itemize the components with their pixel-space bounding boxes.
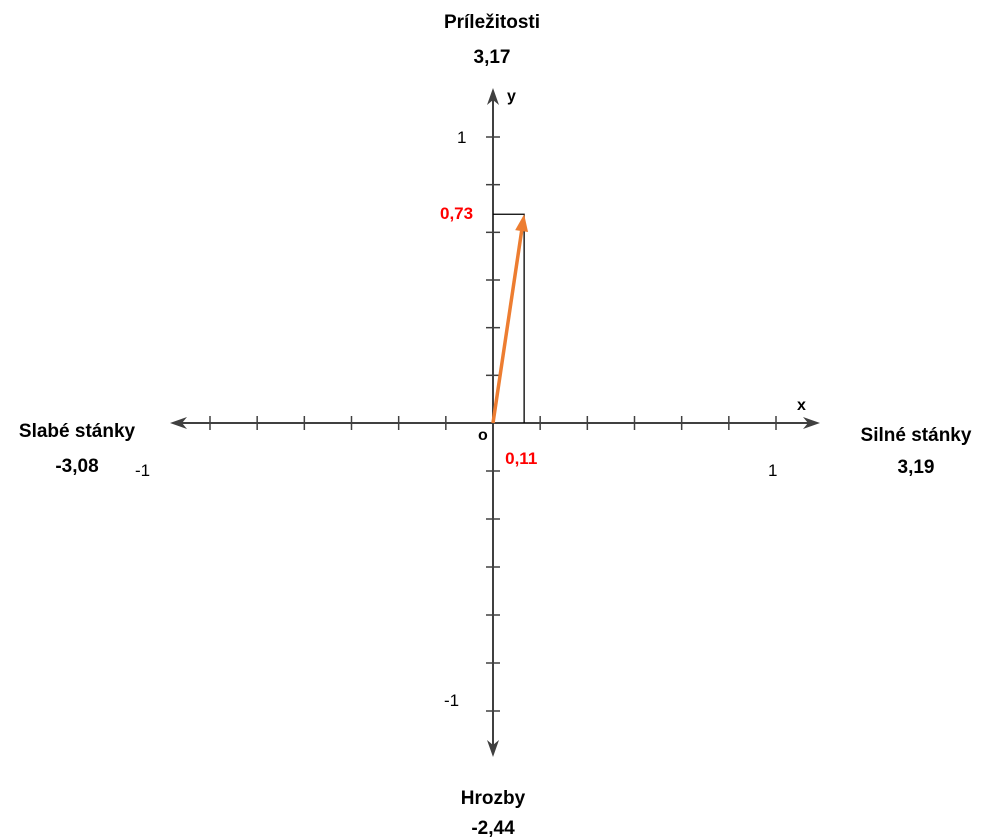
axis-ticks xyxy=(209,136,777,712)
vector-y-value-label: 0,73 xyxy=(440,204,473,223)
x-tick-label: -1 xyxy=(135,461,150,480)
threats-value: -2,44 xyxy=(471,818,515,839)
vector-line xyxy=(491,227,524,424)
axes xyxy=(170,88,820,757)
quadrant-labels: Príležitosti 3,17 Silné stánky 3,19 Slab… xyxy=(19,12,972,839)
x-axis-arrow-right xyxy=(803,417,820,429)
result-vector: 0,11 0,73 xyxy=(440,204,537,468)
y-axis-name: y xyxy=(507,88,516,105)
strengths-value: 3,19 xyxy=(898,457,935,478)
axis-tick-labels: -1 1 1 -1 xyxy=(135,128,777,710)
weaknesses-label: Slabé stánky xyxy=(19,421,136,442)
strengths-label: Silné stánky xyxy=(861,425,972,446)
vector-arrowhead xyxy=(515,214,529,232)
x-axis-name: x xyxy=(797,397,806,414)
opportunities-value: 3,17 xyxy=(474,47,511,68)
vector-x-value-label: 0,11 xyxy=(505,449,537,468)
weaknesses-value: -3,08 xyxy=(55,456,98,477)
origin-label: o xyxy=(478,427,488,444)
opportunities-label: Príležitosti xyxy=(444,12,540,33)
x-axis-arrow-left xyxy=(170,417,187,429)
y-axis-arrow-up xyxy=(487,88,499,105)
threats-label: Hrozby xyxy=(461,788,526,809)
y-tick-label: 1 xyxy=(457,128,466,147)
x-tick-label: 1 xyxy=(768,461,777,480)
y-axis-arrow-down xyxy=(487,740,499,757)
y-tick-label: -1 xyxy=(444,691,459,710)
